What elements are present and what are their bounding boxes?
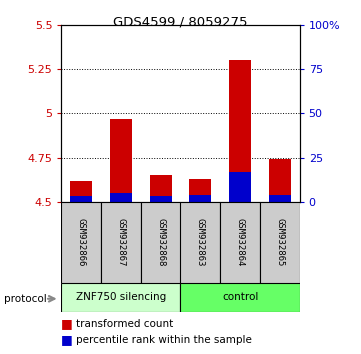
Bar (150, 175, 171, 202)
Bar (141, 202, 180, 283)
Bar (269, 159, 291, 202)
Text: GSM932863: GSM932863 (196, 218, 205, 267)
Bar (229, 172, 251, 202)
Text: GDS4599 / 8059275: GDS4599 / 8059275 (113, 16, 248, 29)
Bar (150, 196, 171, 202)
Text: control: control (222, 292, 258, 302)
Text: ■: ■ (61, 333, 73, 346)
Bar (269, 195, 291, 202)
Bar (61, 202, 101, 283)
Text: ■: ■ (61, 318, 73, 330)
Text: transformed count: transformed count (76, 319, 173, 329)
Text: protocol: protocol (4, 294, 46, 304)
Text: GSM932867: GSM932867 (117, 218, 125, 267)
Bar (110, 193, 132, 202)
Bar (70, 181, 92, 202)
Bar (229, 60, 251, 202)
Text: percentile rank within the sample: percentile rank within the sample (76, 335, 252, 345)
Bar (101, 202, 141, 283)
Bar (180, 202, 220, 283)
Bar (260, 202, 300, 283)
Bar (110, 119, 132, 202)
Bar (180, 283, 300, 312)
Text: GSM932868: GSM932868 (156, 218, 165, 267)
Text: GSM932864: GSM932864 (236, 218, 244, 267)
Bar (70, 196, 92, 202)
Bar (190, 195, 211, 202)
Text: GSM932865: GSM932865 (275, 218, 284, 267)
Bar (61, 283, 180, 312)
Bar (220, 202, 260, 283)
Bar (190, 179, 211, 202)
Text: ZNF750 silencing: ZNF750 silencing (76, 292, 166, 302)
Text: GSM932866: GSM932866 (77, 218, 86, 267)
